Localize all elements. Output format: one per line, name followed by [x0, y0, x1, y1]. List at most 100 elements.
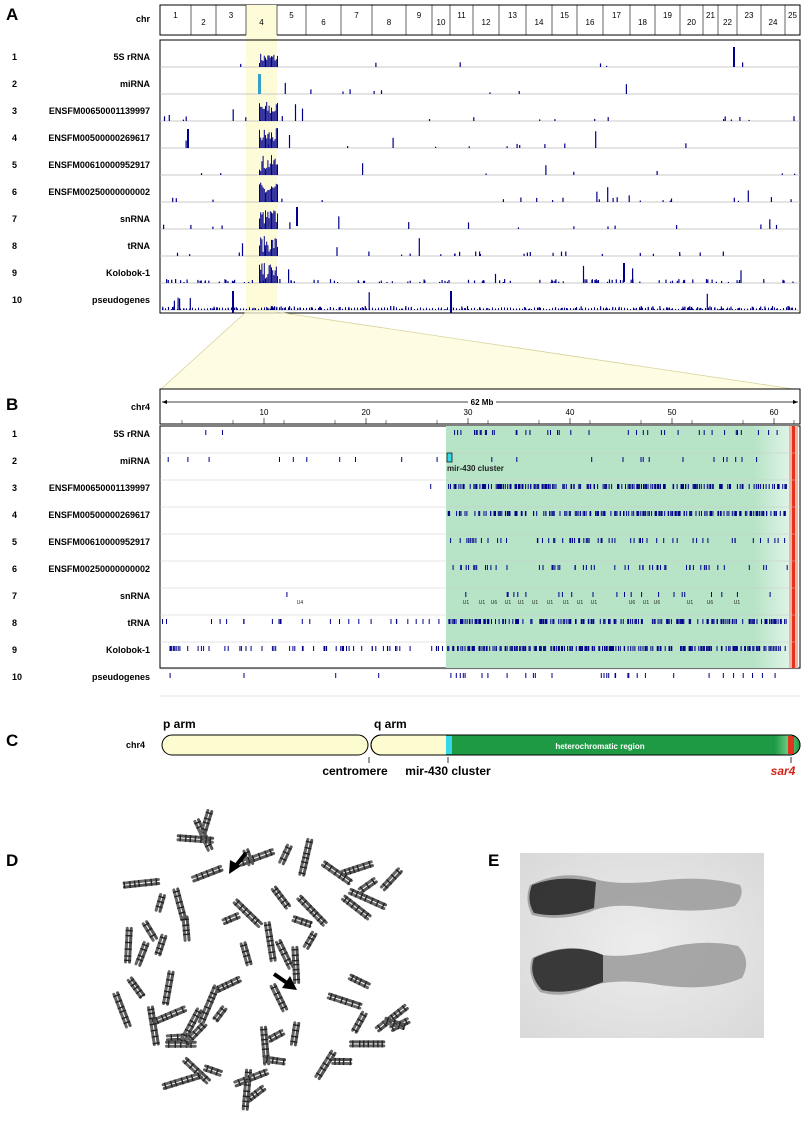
feature-tick [628, 511, 630, 516]
signal-bar [424, 280, 426, 283]
band [299, 865, 308, 869]
band [162, 1001, 170, 1005]
feature-tick [571, 592, 573, 597]
feature-tick [453, 646, 455, 651]
feature-tick [476, 565, 478, 570]
band [242, 907, 248, 914]
feature-tick [780, 619, 782, 624]
chromatid [274, 940, 291, 970]
signal-bar [272, 270, 274, 283]
feature-tick [592, 646, 594, 651]
feature-tick [769, 619, 771, 624]
signal-bar [267, 245, 269, 256]
feature-tick [652, 484, 654, 489]
signal-bar [793, 116, 795, 121]
signal-bar [189, 254, 191, 256]
feature-tick [579, 538, 581, 543]
feature-tick [640, 646, 642, 651]
feature-tick [742, 673, 744, 678]
chromatid [293, 1021, 301, 1047]
signal-bar [641, 307, 643, 310]
signal-bar [597, 280, 599, 283]
feature-tick [466, 511, 468, 516]
band [270, 985, 278, 990]
band [237, 1078, 242, 1087]
row-label: Kolobok-1 [106, 645, 150, 655]
row-number: 2 [12, 79, 17, 89]
band [372, 1040, 375, 1048]
band [393, 1011, 399, 1019]
band [188, 1063, 195, 1070]
feature-tick [755, 484, 757, 489]
band [196, 824, 204, 830]
band [241, 949, 249, 953]
band [357, 1002, 361, 1010]
signal-bar [669, 200, 671, 202]
signal-bar [528, 309, 529, 310]
feature-tick [560, 619, 562, 624]
feature-tick [635, 619, 637, 624]
feature-tick [550, 619, 552, 624]
signal-bar [235, 307, 237, 310]
chromatid [216, 979, 242, 994]
feature-tick [755, 511, 757, 516]
feature-tick [664, 511, 666, 516]
feature-tick [460, 565, 462, 570]
signal-bar [312, 307, 313, 310]
feature-tick [542, 565, 544, 570]
band [176, 1033, 179, 1041]
panel-a-bars [162, 47, 796, 313]
feature-tick [658, 592, 660, 597]
feature-tick [659, 619, 661, 624]
signal-bar [261, 185, 263, 202]
signal-bar [189, 298, 191, 310]
signal-bar [262, 60, 264, 67]
feature-tick [580, 484, 582, 489]
signal-bar [733, 197, 735, 202]
feature-tick [504, 484, 506, 489]
signal-bar [417, 308, 418, 310]
signal-bar [231, 280, 234, 283]
feature-tick [680, 646, 682, 651]
signal-bar [462, 308, 463, 310]
signal-bar [699, 308, 701, 310]
signal-bar [612, 309, 613, 310]
signal-bar [265, 168, 266, 175]
feature-tick [575, 646, 577, 651]
feature-tick [763, 511, 765, 516]
signal-bar [259, 264, 260, 283]
signal-bar [260, 170, 262, 175]
feature-tick [494, 646, 496, 651]
feature-tick [280, 619, 282, 624]
chr-tick-label: 9 [417, 11, 422, 20]
band [243, 1090, 251, 1093]
signal-bar [435, 146, 437, 148]
feature-tick [750, 619, 752, 624]
feature-tick [744, 511, 746, 516]
feature-tick [452, 565, 454, 570]
feature-tick [466, 619, 468, 624]
feature-tick [691, 646, 693, 651]
feature-tick [582, 646, 583, 651]
feature-tick [533, 484, 535, 489]
signal-bar [259, 245, 260, 256]
feature-tick [570, 538, 572, 543]
signal-bar [273, 54, 275, 67]
feature-tick [682, 484, 684, 489]
feature-tick [632, 646, 634, 651]
feature-tick [485, 484, 487, 489]
feature-tick [616, 511, 618, 516]
feature-tick [642, 511, 644, 516]
signal-bar [262, 274, 264, 283]
feature-tick [292, 646, 294, 651]
feature-tick [688, 619, 690, 624]
signal-bar [261, 106, 263, 121]
signal-bar [390, 306, 392, 310]
feature-tick [222, 430, 223, 435]
signal-bar [225, 308, 226, 310]
feature-tick [744, 646, 746, 651]
feature-tick [621, 484, 623, 489]
signal-bar [401, 254, 403, 256]
feature-tick [169, 646, 171, 651]
signal-bar [315, 308, 316, 310]
